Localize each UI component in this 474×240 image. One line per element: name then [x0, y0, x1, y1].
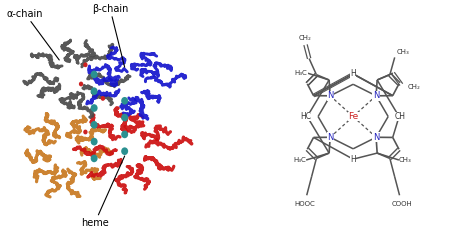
Circle shape — [121, 131, 128, 138]
Circle shape — [121, 97, 128, 105]
Text: CH₂: CH₂ — [299, 35, 312, 41]
Circle shape — [91, 155, 98, 162]
Text: CH₃: CH₃ — [399, 157, 411, 163]
Circle shape — [91, 71, 98, 78]
Text: H: H — [350, 155, 356, 164]
Text: N: N — [373, 133, 379, 142]
Text: α-chain: α-chain — [7, 9, 59, 60]
Circle shape — [91, 104, 98, 112]
Text: β-chain: β-chain — [92, 4, 128, 67]
Text: H₃C: H₃C — [295, 70, 307, 76]
Text: N: N — [327, 91, 333, 100]
Text: HC: HC — [301, 112, 311, 121]
Text: N: N — [373, 91, 379, 100]
Text: CH: CH — [395, 112, 406, 121]
Text: CH₂: CH₂ — [407, 84, 420, 90]
Circle shape — [83, 62, 88, 67]
Text: heme: heme — [81, 156, 125, 228]
Text: H: H — [350, 69, 356, 78]
Text: N: N — [327, 133, 333, 142]
Circle shape — [83, 130, 88, 134]
Text: Fe: Fe — [348, 112, 358, 121]
Circle shape — [91, 138, 98, 145]
Circle shape — [91, 121, 98, 129]
Circle shape — [121, 114, 128, 121]
Circle shape — [79, 82, 83, 86]
Circle shape — [100, 96, 105, 101]
Text: CH₃: CH₃ — [397, 49, 410, 55]
Text: H₃C: H₃C — [293, 157, 306, 163]
Circle shape — [121, 147, 128, 155]
Text: COOH: COOH — [392, 201, 412, 207]
Circle shape — [91, 87, 98, 95]
Text: HOOC: HOOC — [294, 201, 315, 207]
